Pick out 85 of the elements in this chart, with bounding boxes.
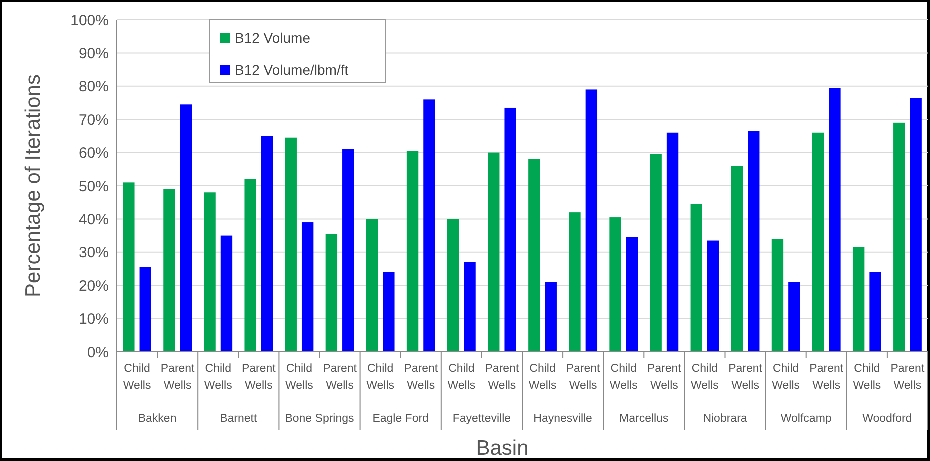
x-tick-label: Child Wells [772, 363, 800, 392]
text: Barnett [220, 413, 258, 425]
x-tick-label: Parent Wells [647, 363, 682, 392]
bar [650, 154, 662, 352]
bar [894, 122, 906, 352]
x-tick-label: Child Wells [204, 363, 233, 392]
bar [528, 159, 540, 352]
bar [504, 108, 516, 352]
x-tick-label: Parent Wells [810, 363, 844, 392]
y-tick-label: 100% [70, 12, 109, 30]
text: Eagle Ford [372, 413, 429, 425]
x-axis-title: Basin [476, 437, 529, 460]
bar [870, 272, 882, 352]
bar [788, 282, 800, 352]
text: Bakken [138, 413, 177, 425]
bar [666, 132, 679, 352]
bar [220, 236, 233, 352]
y-tick-label: 40% [78, 211, 109, 228]
bar [812, 132, 824, 352]
y-tick-label: 60% [78, 145, 109, 162]
text: Marcellus [620, 413, 669, 425]
y-tick-label: 10% [78, 311, 109, 328]
y-tick-label: 0% [87, 344, 109, 362]
bar [610, 218, 622, 352]
bar [244, 179, 256, 352]
y-tick-label: 50% [78, 178, 109, 196]
bar [829, 88, 841, 352]
x-tick-label: Parent Wells [404, 363, 439, 392]
y-axis-title: Percentage of Iterations [22, 74, 45, 298]
x-tick-label: Child Wells [691, 363, 720, 392]
text: Woodford [862, 413, 912, 425]
x-tick-label: Parent Wells [323, 363, 358, 392]
bar [910, 98, 922, 352]
text: Wolfcamp [780, 413, 832, 425]
text: Fayetteville [452, 413, 512, 425]
bar [424, 100, 436, 352]
bar [464, 262, 476, 352]
x-tick-label: Child Wells [366, 363, 395, 392]
bar [406, 151, 419, 352]
bar [204, 192, 216, 352]
bar [164, 189, 176, 352]
bar [302, 222, 314, 352]
bar [707, 240, 720, 352]
bar [545, 282, 557, 352]
bar [180, 104, 192, 352]
y-tick-label: 30% [78, 244, 109, 262]
bar [140, 267, 152, 352]
y-tick-label: 20% [78, 278, 109, 295]
bar [488, 152, 500, 352]
legend-label: B12 Volume [235, 30, 311, 46]
bar [569, 212, 581, 352]
bar [447, 219, 460, 352]
bar [852, 247, 865, 352]
y-tick-label: 90% [78, 45, 109, 62]
x-tick-label: Child Wells [853, 363, 882, 392]
bar [383, 272, 395, 352]
bar [772, 239, 784, 352]
bar [342, 149, 354, 352]
x-tick-label: Child Wells [286, 363, 314, 392]
bar [626, 237, 638, 352]
legend-label: B12 Volume/lbm/ft [235, 62, 349, 78]
bar [586, 90, 598, 352]
x-tick-label: Parent Wells [160, 363, 196, 392]
x-tick-label: Child Wells [123, 363, 152, 392]
bar [285, 138, 297, 352]
text: Niobrara [703, 413, 748, 425]
x-tick-label: Child Wells [448, 363, 476, 392]
x-tick-label: Parent Wells [728, 363, 764, 392]
x-tick-label: Parent Wells [242, 363, 277, 392]
bar [690, 204, 702, 352]
x-tick-label: Child Wells [610, 363, 638, 392]
y-tick-label: 70% [78, 112, 109, 129]
bar [261, 136, 274, 352]
y-tick-label: 80% [78, 78, 109, 96]
x-tick-label: Child Wells [528, 363, 557, 392]
x-tick-label: Parent Wells [485, 363, 520, 392]
bar [123, 182, 135, 352]
x-tick-label: Parent Wells [890, 363, 926, 392]
bar [326, 234, 338, 352]
x-tick-label: Parent Wells [566, 363, 602, 392]
bar [748, 131, 760, 352]
bar [366, 219, 378, 352]
text: Haynesville [534, 413, 592, 425]
text: Bone Springs [285, 413, 355, 425]
bar [731, 166, 744, 352]
